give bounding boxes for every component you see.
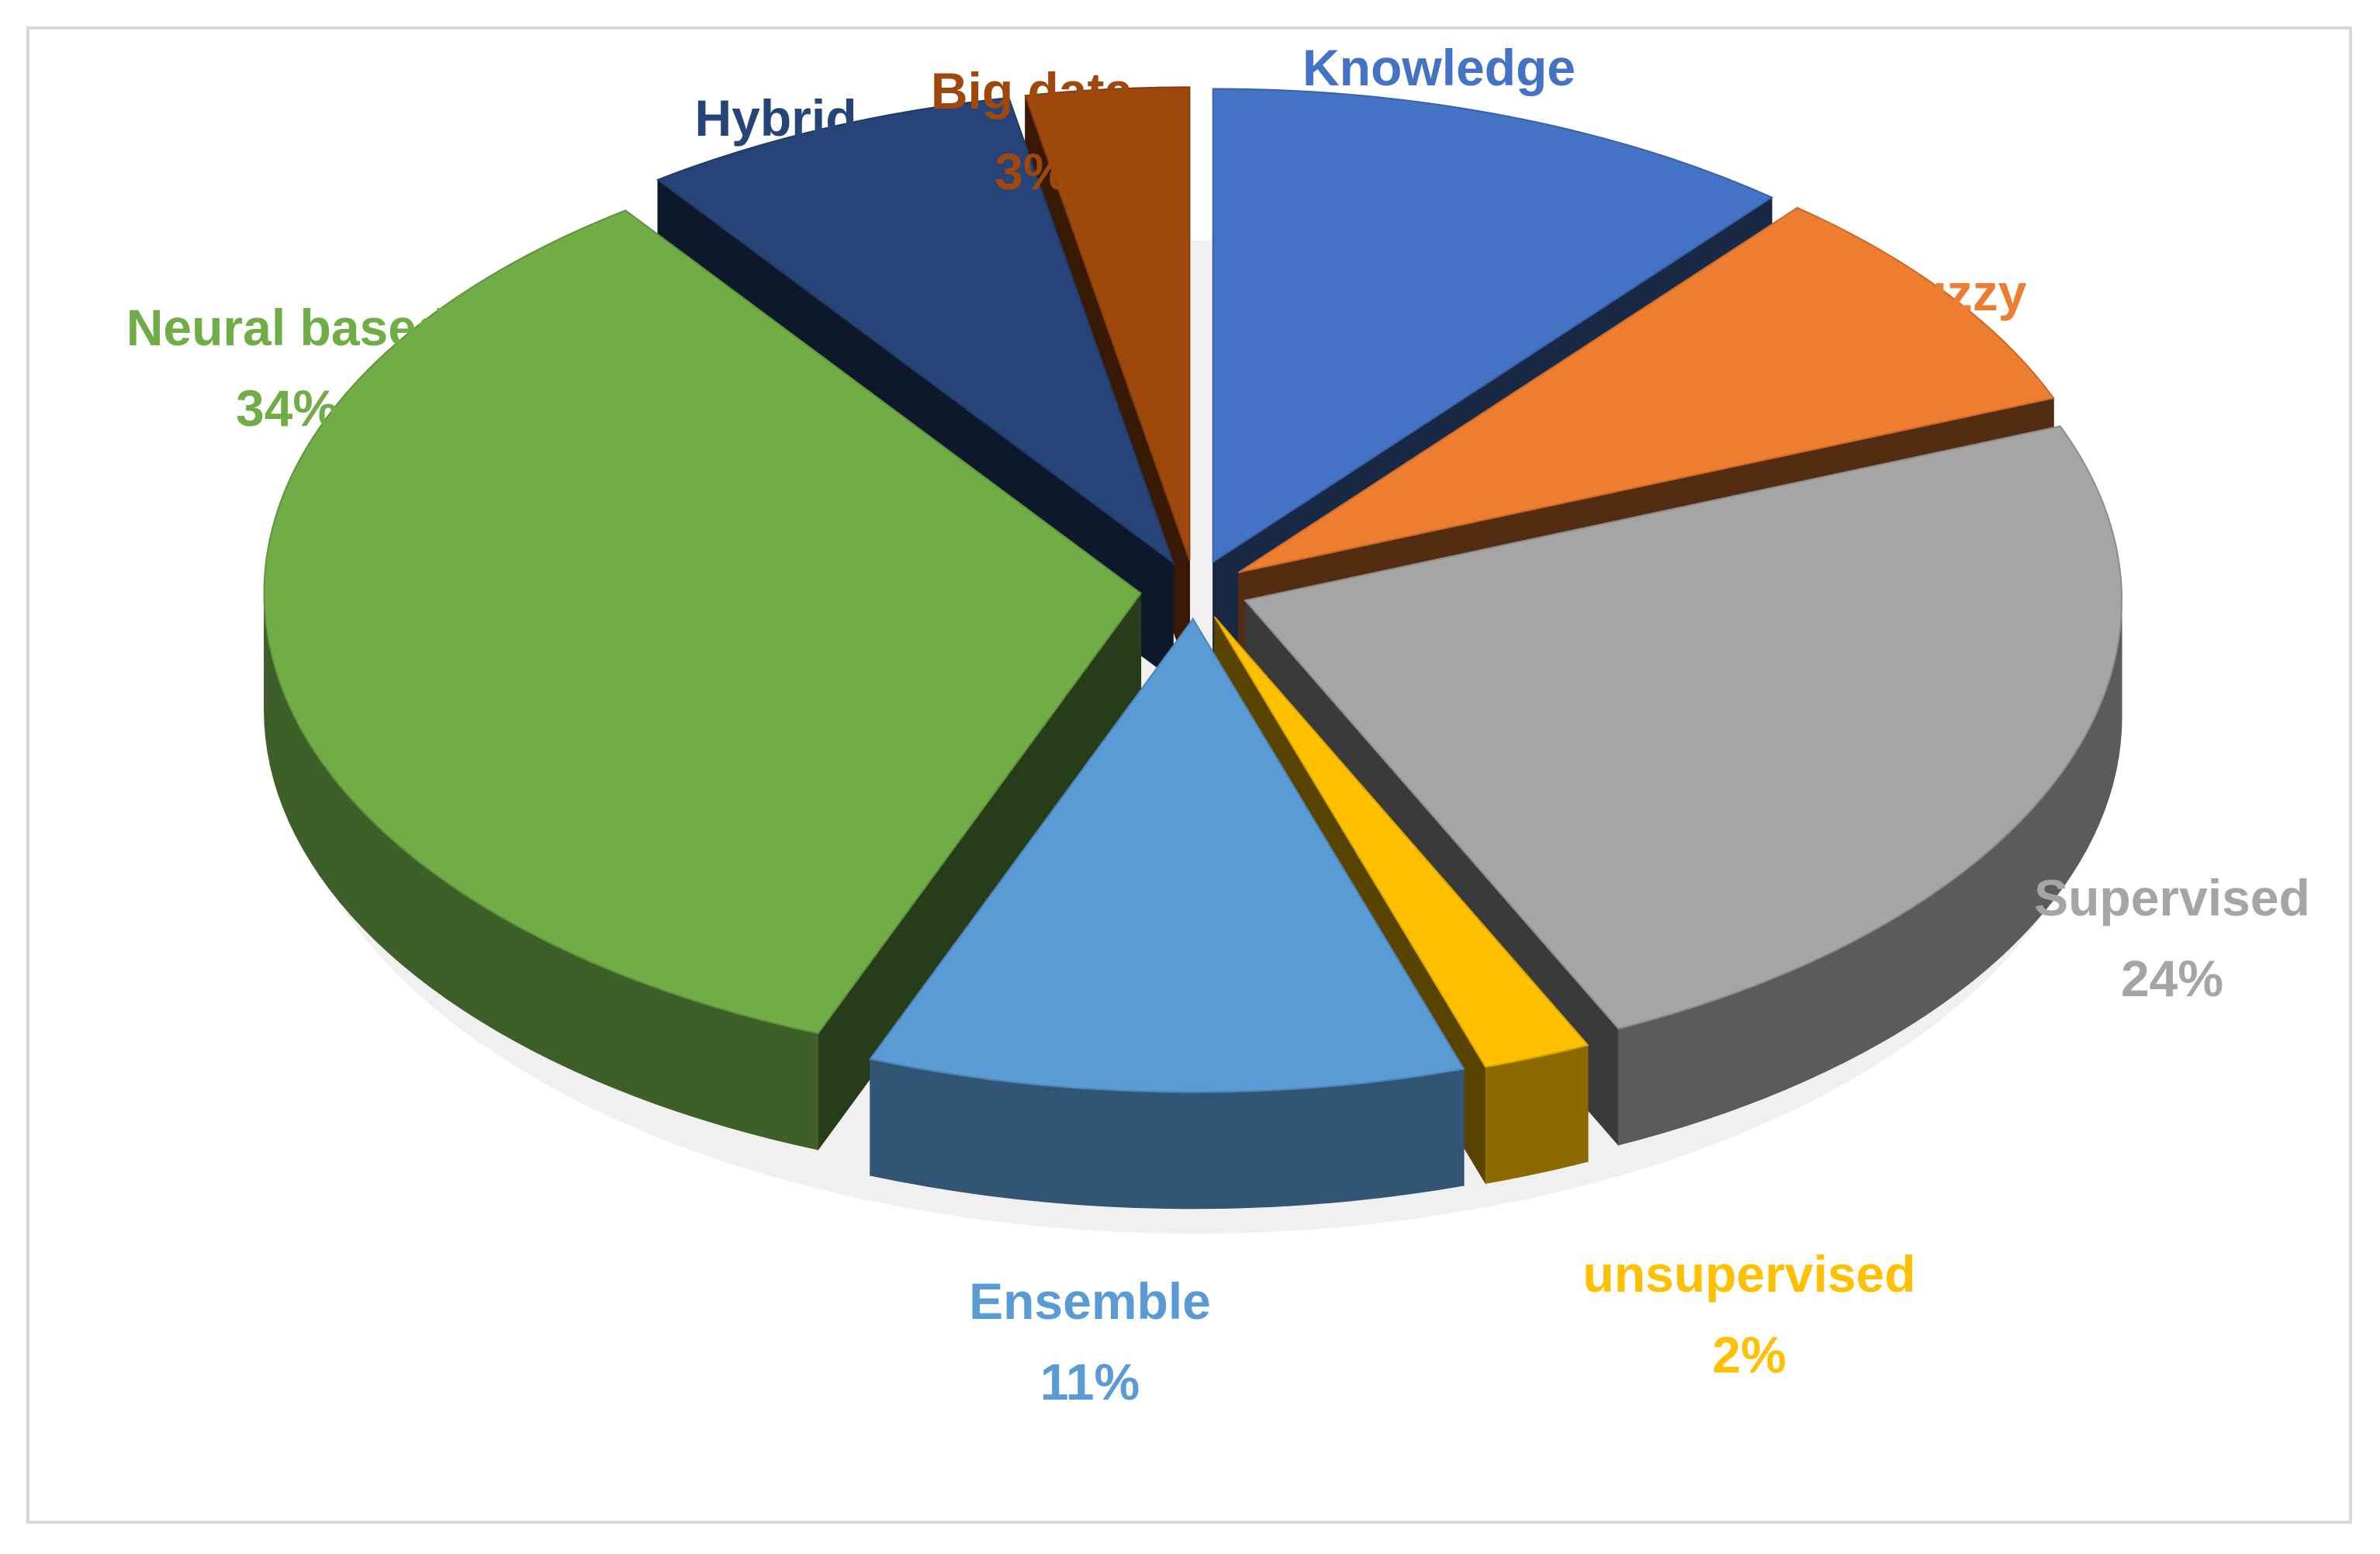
slice-label-0-1: base [1381, 119, 1497, 177]
slice-label-2-0: Supervised [2034, 869, 2310, 926]
slice-label-1-0: fuzzy [1899, 264, 2027, 321]
slice-supervised [1244, 425, 2123, 1030]
slice-hybrid [656, 97, 1175, 566]
slice-percent-2-1: 24% [2121, 950, 2223, 1007]
slice-big-data [1024, 86, 1191, 561]
slice-percent-5-1: 34% [236, 379, 338, 437]
slice-percent-3-1: 2% [1712, 1326, 1786, 1383]
slice-neural-based [263, 209, 1142, 1035]
slice-label-4-0: Ensemble [969, 1272, 1211, 1330]
slice-label-6-0: Hybrid [694, 89, 856, 147]
pie-labels: Knowledge base 11% fuzzy 8% Supervised 24% unsu… [126, 39, 2310, 1410]
slice-rim-3 [1485, 1044, 1589, 1184]
slice-knowledge-base [1212, 88, 1774, 564]
slice-percent-0-2: 11% [1389, 200, 1489, 258]
slice-percent-4-1: 11% [1040, 1353, 1140, 1410]
slice-label-7-0: Big data [931, 62, 1134, 119]
slice-label-0-0: Knowledge [1302, 39, 1576, 96]
slice-fuzzy [1238, 206, 2056, 573]
slice-unsupervised [1213, 616, 1590, 1068]
slice-percent-7-1: 3% [995, 143, 1068, 200]
slice-ensemble [869, 617, 1465, 1093]
pie-tops [263, 86, 2123, 1093]
slice-label-5-0: Neural based [126, 299, 448, 356]
slice-percent-1-1: 8% [1925, 344, 1999, 402]
slice-label-3-0: unsupervised [1583, 1245, 1915, 1303]
slice-percent-6-1: 7% [739, 170, 812, 227]
